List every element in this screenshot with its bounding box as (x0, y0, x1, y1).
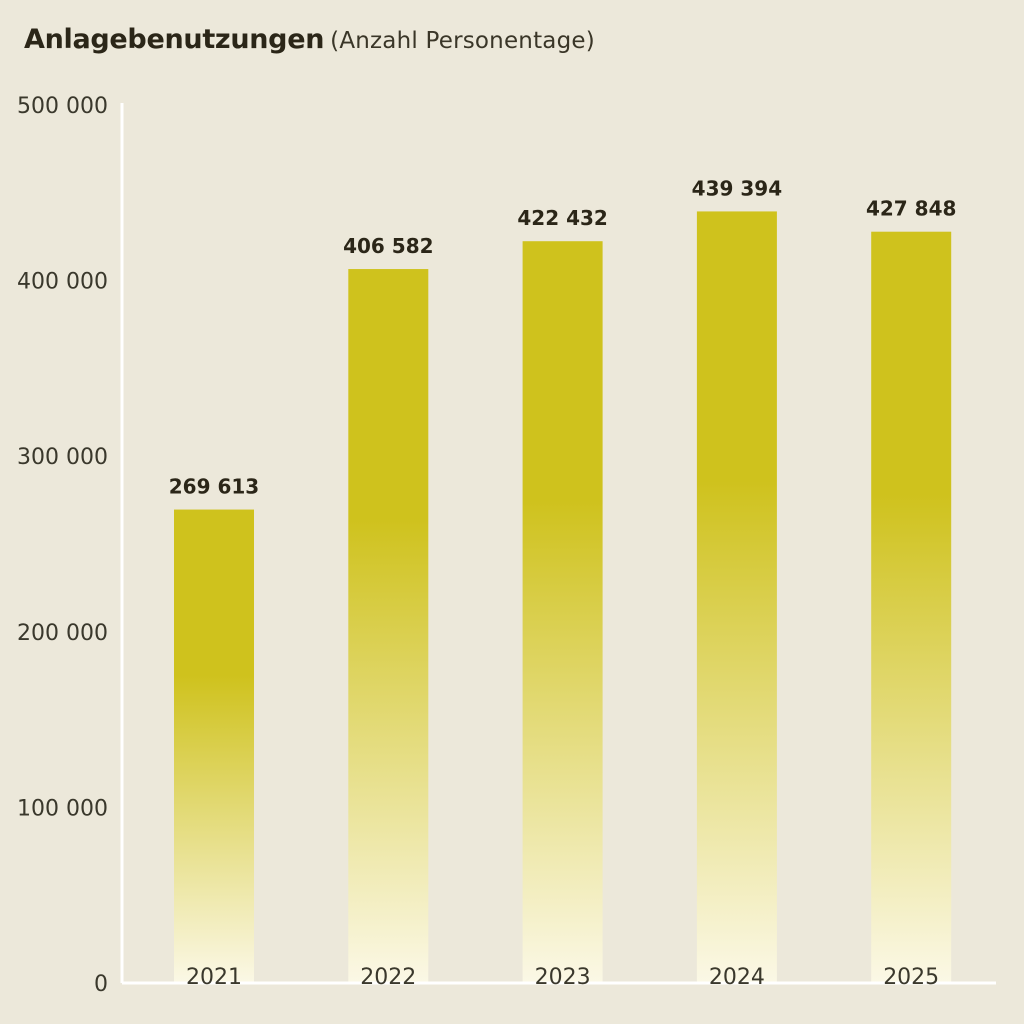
bars-group (174, 211, 952, 984)
bar-2023 (522, 241, 603, 983)
value-label-2021: 269 613 (169, 475, 259, 499)
y-axis-ticks: 0 100 000 200 000 300 000 400 000 500 000 (17, 94, 108, 997)
value-label-2022: 406 582 (343, 234, 433, 258)
x-tick-label-2022: 2022 (360, 965, 416, 990)
x-axis-ticks: 2021 2022 2023 2024 2025 (186, 965, 939, 990)
y-tick-label: 0 (94, 972, 108, 997)
value-label-2024: 439 394 (692, 176, 782, 200)
value-label-2025: 427 848 (866, 197, 956, 221)
bar-2021 (174, 509, 254, 983)
x-tick-label-2023: 2023 (535, 965, 591, 990)
chart-subtitle: (Anzahl Personentage) (330, 28, 595, 54)
y-tick-label: 400 000 (17, 270, 108, 295)
x-tick-label-2021: 2021 (186, 965, 242, 990)
value-label-2023: 422 432 (517, 206, 607, 230)
axes-group (120, 103, 996, 985)
x-tick-label-2024: 2024 (709, 965, 765, 990)
chart-title-main: Anlagebenutzungen (24, 24, 325, 55)
y-tick-label: 200 000 (17, 621, 108, 646)
y-tick-label: 100 000 (17, 796, 108, 821)
y-tick-label: 500 000 (17, 94, 108, 119)
value-labels: 269 613 406 582 422 432 439 394 427 848 (169, 176, 957, 498)
bar-2025 (871, 231, 952, 983)
bar-2022 (348, 269, 429, 984)
y-tick-label: 300 000 (17, 445, 108, 470)
chart-title: Anlagebenutzungen (Anzahl Personentage) (24, 24, 595, 55)
bar-2024 (696, 211, 777, 983)
x-tick-label-2025: 2025 (883, 965, 939, 990)
